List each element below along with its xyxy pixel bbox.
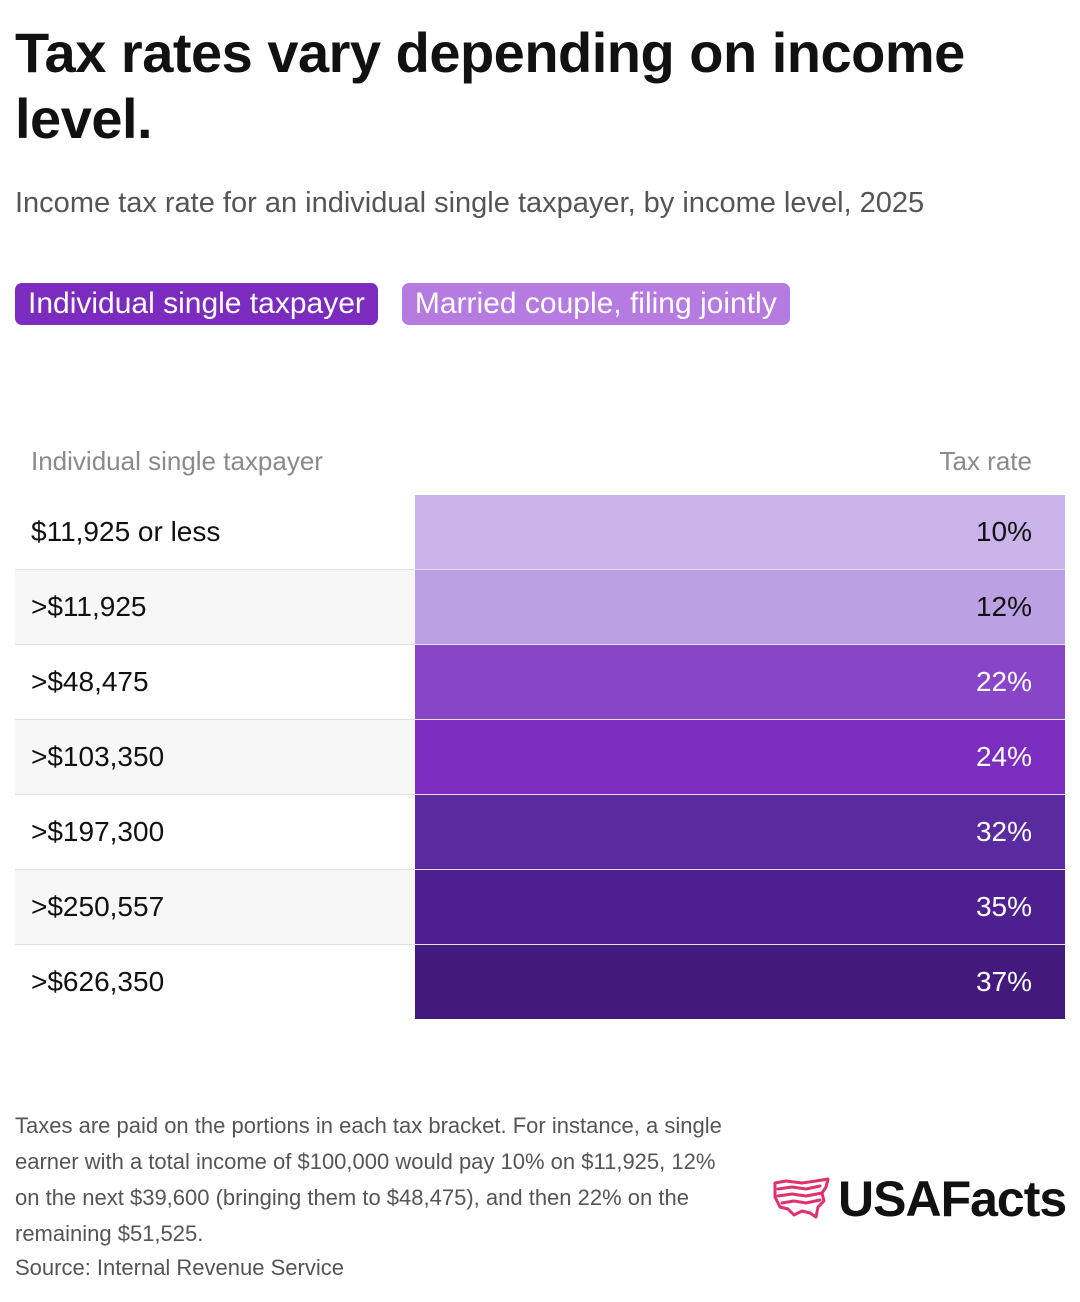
rate-cell: 35% bbox=[415, 870, 1065, 944]
table-row: >$250,557 35% bbox=[15, 870, 1065, 945]
income-cell: >$250,557 bbox=[31, 891, 165, 922]
table-row: >$197,300 32% bbox=[15, 795, 1065, 870]
rate-label: 10% bbox=[975, 516, 1032, 547]
usafacts-logo: USAFacts bbox=[772, 1170, 1067, 1228]
rate-cell: 22% bbox=[415, 645, 1065, 719]
table-row: >$626,350 37% bbox=[15, 945, 1065, 1019]
rate-label: 24% bbox=[975, 741, 1032, 772]
tax-rate-table: Individual single taxpayer Tax rate $11,… bbox=[15, 440, 1065, 1019]
chart-subtitle: Income tax rate for an individual single… bbox=[15, 187, 925, 219]
income-column-header: Individual single taxpayer bbox=[31, 446, 323, 476]
rate-label: 35% bbox=[975, 891, 1032, 922]
footnote: Taxes are paid on the portions in each t… bbox=[15, 1113, 722, 1246]
income-cell: >$11,925 bbox=[31, 591, 147, 622]
rate-label: 37% bbox=[975, 966, 1032, 997]
rate-cell: 10% bbox=[415, 495, 1065, 569]
income-cell: $11,925 or less bbox=[31, 516, 221, 547]
income-cell: >$103,350 bbox=[31, 741, 165, 772]
table-row: >$48,475 22% bbox=[15, 645, 1065, 720]
rate-cell: 24% bbox=[415, 720, 1065, 794]
rate-cell: 32% bbox=[415, 795, 1065, 869]
chart-title: Tax rates vary depending on income level… bbox=[15, 21, 965, 150]
table-header: Individual single taxpayer Tax rate bbox=[15, 440, 1065, 495]
logo-wordmark: USAFacts bbox=[838, 1171, 1067, 1227]
rate-cell: 12% bbox=[415, 570, 1065, 644]
rate-label: 32% bbox=[975, 816, 1032, 847]
table-row: >$103,350 24% bbox=[15, 720, 1065, 795]
income-cell: >$626,350 bbox=[31, 966, 165, 997]
toggle-married-joint[interactable]: Married couple, filing jointly bbox=[401, 283, 790, 325]
income-cell: >$197,300 bbox=[31, 816, 165, 847]
usa-map-flag-icon bbox=[773, 1177, 830, 1219]
toggle-individual-single[interactable]: Individual single taxpayer bbox=[15, 283, 378, 325]
rate-column-header: Tax rate bbox=[939, 446, 1033, 476]
rate-label: 22% bbox=[975, 666, 1032, 697]
rate-cell: 37% bbox=[415, 945, 1065, 1019]
filer-toggle-group: Individual single taxpayer Married coupl… bbox=[15, 283, 790, 325]
table-row: >$11,925 12% bbox=[15, 570, 1065, 645]
table-row: $11,925 or less 10% bbox=[15, 495, 1065, 570]
source-note: Source: Internal Revenue Service bbox=[15, 1255, 344, 1280]
rate-label: 12% bbox=[975, 591, 1032, 622]
income-cell: >$48,475 bbox=[31, 666, 149, 697]
table-body: $11,925 or less 10% >$11,925 12% >$48,475 22%… bbox=[15, 495, 1065, 1019]
